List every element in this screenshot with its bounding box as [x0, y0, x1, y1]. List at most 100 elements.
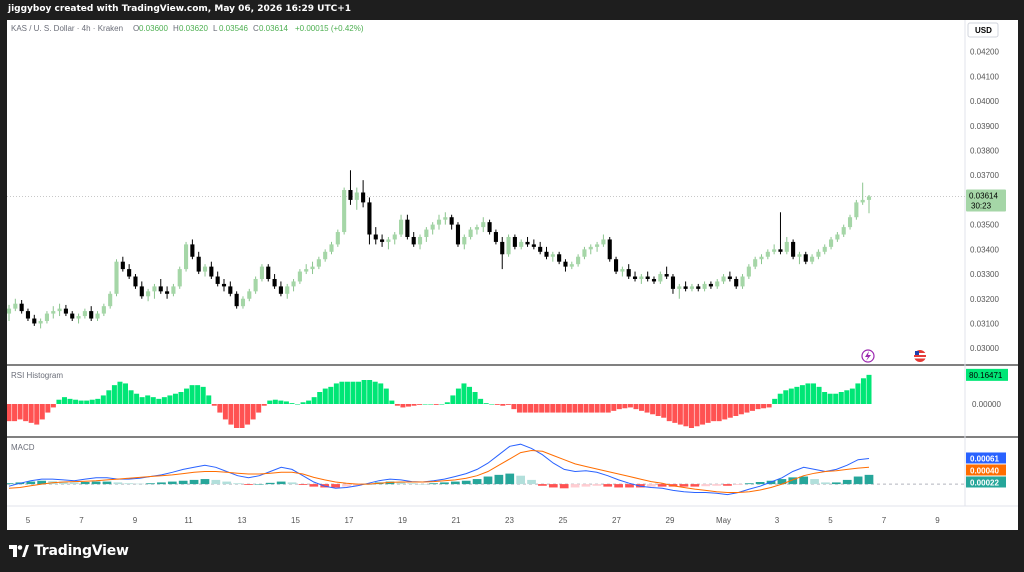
candle-body	[683, 286, 688, 289]
rsi-bar	[50, 404, 56, 408]
chart-svg[interactable]: 0.04200 0.04100 0.04000 0.03900 0.03800 0.037…	[7, 20, 1018, 530]
rsi-bar	[356, 381, 362, 404]
candle-body	[847, 217, 853, 228]
rsi-bar	[700, 404, 706, 425]
candle-body	[114, 261, 119, 294]
macd-value-badge	[966, 452, 1006, 464]
rsi-bar	[478, 398, 484, 404]
chart-panel[interactable]: 0.04200 0.04100 0.04000 0.03900 0.03800 0.037…	[7, 20, 1018, 530]
candle-body	[468, 229, 473, 237]
candle-body	[715, 281, 720, 287]
macd-histogram-bar	[211, 479, 221, 485]
macd-histogram-bar	[581, 484, 591, 487]
rsi-bar	[428, 404, 434, 405]
candle-body	[557, 254, 562, 262]
currency-label[interactable]: USD	[975, 26, 992, 35]
candle-body	[601, 239, 606, 245]
candle-body	[841, 227, 846, 235]
rsi-bar	[134, 393, 140, 404]
rsi-bar	[749, 404, 755, 411]
rsi-bar	[12, 404, 18, 422]
candle-body	[670, 276, 676, 289]
macd-histogram-bar	[723, 484, 732, 486]
macd-histogram-bar	[396, 482, 406, 485]
macd-histogram-bar	[26, 481, 36, 485]
rsi-bar	[566, 404, 572, 413]
rsi-bar	[772, 398, 778, 404]
candle-body	[702, 283, 707, 289]
candle-body	[525, 241, 530, 245]
candle-body	[158, 286, 163, 292]
candle-body	[101, 306, 106, 314]
macd-histogram-bar	[461, 480, 471, 485]
rsi-bar	[7, 404, 12, 422]
candle-body	[595, 244, 600, 247]
rsi-bar	[200, 386, 206, 404]
tradingview-logo[interactable]: TradingView	[9, 542, 129, 560]
rsi-bar	[378, 383, 384, 404]
candle-body	[266, 266, 271, 279]
price-tick-label: 0.03000	[970, 344, 999, 353]
rsi-bar	[822, 392, 828, 404]
price-tick-label: 0.03300	[970, 270, 999, 279]
candle-body	[784, 241, 789, 252]
rsi-bar	[616, 404, 622, 410]
candle-body	[417, 236, 423, 245]
rsi-zero-label: 0.00000	[972, 400, 1001, 409]
candle-body	[51, 311, 56, 314]
candle-body	[392, 234, 397, 240]
candle-body	[278, 286, 283, 294]
time-tick-label: May	[716, 516, 731, 525]
macd-title[interactable]: MACD	[11, 443, 35, 452]
macd-histogram-bar	[113, 482, 123, 485]
macd-value-badge	[966, 464, 1006, 476]
currency-box[interactable]	[967, 22, 999, 38]
rsi-bar	[56, 399, 62, 404]
candle-body	[708, 283, 713, 287]
macd-histogram-bar	[309, 484, 319, 487]
candle-body	[462, 236, 467, 245]
candle-body	[323, 251, 328, 260]
macd-line	[8, 443, 870, 496]
rsi-bar	[544, 404, 550, 413]
rsi-bar	[594, 404, 600, 413]
candle-body	[772, 249, 777, 252]
rsi-bar	[417, 404, 423, 405]
candle-body	[645, 276, 650, 279]
rsi-title[interactable]: RSI Histogram	[11, 371, 63, 380]
rsi-bar	[489, 404, 495, 405]
macd-histogram-bar	[548, 484, 558, 488]
time-tick-label: 9	[935, 516, 940, 525]
rsi-bar	[555, 404, 561, 413]
macd-histogram-bar	[657, 484, 667, 487]
candle-body	[127, 269, 132, 277]
price-tick-label: 0.04000	[970, 97, 999, 106]
candle-body	[361, 192, 366, 203]
candle-body	[506, 236, 511, 255]
macd-histogram-bar	[157, 482, 166, 485]
macd-histogram-bar	[91, 481, 101, 485]
macd-histogram-bar	[494, 474, 504, 485]
rsi-bar	[766, 404, 772, 408]
rsi-bar	[106, 390, 112, 404]
candle-body	[487, 222, 492, 233]
macd-histogram-bar	[538, 484, 547, 486]
time-tick-label: 19	[398, 516, 407, 525]
rsi-value-label: 80.16471	[969, 371, 1003, 380]
attribution-text: jiggyboy created with TradingView.com, M…	[8, 4, 352, 14]
candle-body	[95, 313, 100, 319]
time-tick-label: 21	[452, 516, 461, 525]
candle-body	[531, 244, 536, 247]
rsi-bar	[722, 404, 728, 420]
symbol-label[interactable]: KAS / U. S. Dollar · 4h · Kraken	[11, 24, 123, 33]
rsi-bar	[827, 393, 833, 404]
macd-histogram-bar	[200, 479, 210, 485]
rsi-bar	[833, 393, 839, 404]
candle-body	[63, 308, 68, 314]
rsi-bar	[405, 404, 411, 407]
rsi-bar	[661, 404, 667, 418]
macd-value-label: 0.00061	[970, 454, 999, 463]
candle-body	[443, 217, 448, 220]
candle-body	[538, 246, 543, 252]
macd-histogram-bar	[483, 476, 493, 485]
